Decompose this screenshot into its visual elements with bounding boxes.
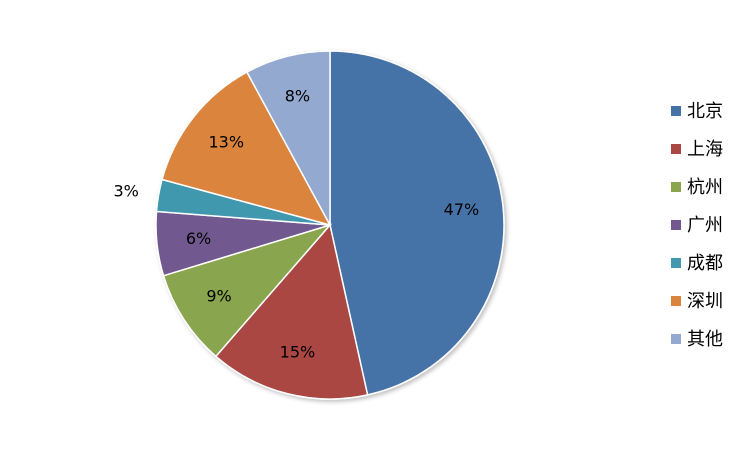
data-label: 3% [113,181,138,200]
pie [155,50,505,400]
data-label: 15% [280,343,316,362]
data-label: 8% [285,86,310,105]
legend-swatch [671,106,681,116]
legend-text: 其他 [687,329,723,350]
data-label: 6% [186,229,211,248]
pie-slice [161,71,332,227]
legend-swatch [671,144,681,154]
legend-swatch [671,182,681,192]
pie-slice [329,50,505,396]
data-label: 9% [206,286,231,305]
legend-swatch [671,220,681,230]
legend-text: 杭州 [687,177,723,198]
pie-slice [245,50,331,226]
data-label: 47% [444,200,480,219]
legend-swatch [671,296,681,306]
legend-text: 广州 [687,215,723,236]
legend-text: 成都 [687,253,723,274]
legend-text: 深圳 [687,291,723,312]
legend-text: 上海 [687,139,723,160]
legend-text: 北京 [687,101,723,122]
pie-slice [162,223,333,358]
legend-swatch [671,334,681,344]
legend-swatch [671,258,681,268]
pie-slice [214,223,369,400]
data-label: 13% [208,133,244,152]
